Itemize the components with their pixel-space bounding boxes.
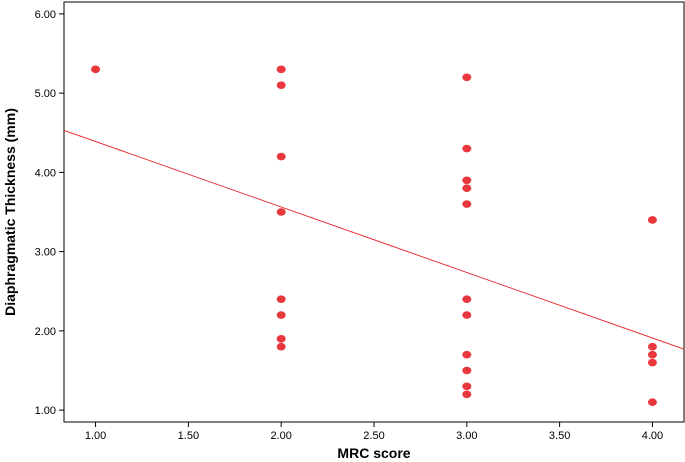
data-point	[462, 382, 472, 391]
data-point	[276, 295, 286, 303]
y-tick-label: 3.00	[35, 247, 56, 259]
fit-line-group	[63, 129, 685, 350]
plot-area	[63, 1, 685, 423]
data-point	[276, 65, 286, 74]
data-point	[647, 358, 657, 367]
data-point	[647, 342, 657, 351]
y-axis-ticks: 1.00 2.00 3.00 4.00 5.00 6.00	[35, 9, 64, 417]
y-tick-label: 6.00	[35, 9, 56, 21]
data-point	[462, 200, 472, 208]
x-tick-label: 3.00	[456, 430, 477, 442]
data-point	[462, 176, 472, 185]
x-tick-label: 1.50	[178, 430, 199, 442]
data-point	[462, 366, 472, 375]
x-tick-label: 2.00	[270, 430, 291, 442]
data-point	[647, 216, 657, 224]
data-point	[91, 65, 101, 74]
x-tick-label: 3.50	[549, 430, 570, 442]
data-point	[462, 184, 472, 193]
y-tick-label: 2.00	[35, 326, 56, 338]
x-axis-title: MRC score	[337, 445, 410, 461]
y-tick-label: 4.00	[35, 167, 56, 179]
x-tick-label: 2.50	[363, 430, 384, 442]
data-point	[276, 311, 286, 319]
y-axis-title: Diaphragmatic Thickness (mm)	[2, 108, 18, 316]
x-tick-label: 1.00	[85, 430, 106, 442]
data-point	[276, 334, 286, 343]
data-point	[462, 390, 472, 399]
data-point	[462, 295, 472, 303]
data-point	[462, 144, 472, 153]
x-axis-ticks: 1.00 1.50 2.00 2.50 3.00 3.50 4.00	[85, 422, 663, 442]
data-point	[276, 152, 286, 161]
x-tick-label: 4.00	[642, 430, 663, 442]
data-point	[276, 342, 286, 351]
y-tick-label: 5.00	[35, 88, 56, 100]
data-point	[462, 73, 472, 82]
data-point	[462, 311, 472, 319]
data-point	[647, 350, 657, 359]
data-point	[462, 350, 472, 359]
data-points	[91, 65, 657, 406]
regression-line	[63, 129, 685, 350]
data-point	[647, 398, 657, 406]
y-tick-label: 1.00	[35, 405, 56, 417]
data-point	[276, 208, 286, 216]
data-point	[276, 81, 286, 90]
